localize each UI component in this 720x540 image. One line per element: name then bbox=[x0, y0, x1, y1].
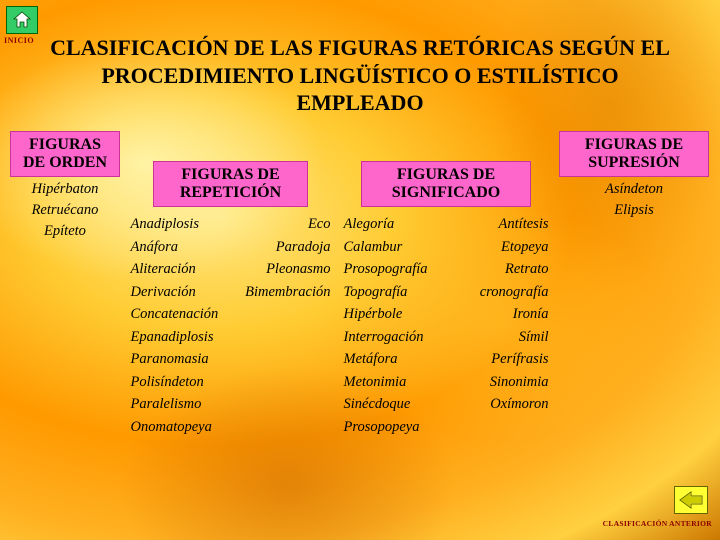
list-row: Prosopografía Retrato bbox=[344, 258, 549, 280]
list-row: Hipérbole Ironía bbox=[344, 303, 549, 325]
figure-term[interactable]: Polisíndeton bbox=[131, 371, 204, 393]
column-repeticion: FIGURAS DE REPETICIÓN AnadiplosisEcoAnáf… bbox=[128, 131, 333, 438]
figure-term[interactable]: Bimembración bbox=[245, 281, 330, 303]
figure-term[interactable]: Paranomasia bbox=[131, 348, 209, 370]
list-row: Metáfora Perífrasis bbox=[344, 348, 549, 370]
home-button[interactable] bbox=[6, 6, 38, 34]
list-row: Epanadiplosis bbox=[131, 326, 331, 348]
figure-term[interactable]: Sinonimia bbox=[490, 371, 549, 393]
figure-term[interactable]: Topografía bbox=[344, 281, 408, 303]
figure-term[interactable]: Epanadiplosis bbox=[131, 326, 214, 348]
figure-term[interactable]: Anadiplosis bbox=[131, 213, 199, 235]
orden-item[interactable]: Retruécano bbox=[32, 202, 99, 219]
figure-term[interactable]: Retrato bbox=[505, 258, 549, 280]
heading-repeticion[interactable]: FIGURAS DE REPETICIÓN bbox=[153, 161, 308, 208]
list-row: Alegoría Antítesis bbox=[344, 213, 549, 235]
list-row: Calambur Etopeya bbox=[344, 236, 549, 258]
significado-list: AlegoríaAntítesisCalamburEtopeyaProsopog… bbox=[344, 213, 549, 438]
figure-term[interactable]: Etopeya bbox=[501, 236, 549, 258]
figure-term[interactable]: Metonimia bbox=[344, 371, 407, 393]
figure-term[interactable]: cronografía bbox=[480, 281, 549, 303]
column-supresion: FIGURAS DE SUPRESIÓN Asíndeton Elipsis bbox=[559, 131, 709, 438]
list-row: Polisíndeton bbox=[131, 371, 331, 393]
list-row: Sinécdoque Oxímoron bbox=[344, 393, 549, 415]
repeticion-list: AnadiplosisEcoAnáforaParadojaAliteración… bbox=[131, 213, 331, 438]
arrow-left-icon bbox=[679, 491, 703, 509]
figure-term[interactable]: Oxímoron bbox=[490, 393, 548, 415]
supresion-item[interactable]: Elipsis bbox=[614, 202, 653, 219]
list-row: Anáfora Paradoja bbox=[131, 236, 331, 258]
figure-term[interactable]: Derivación bbox=[131, 281, 196, 303]
figure-term[interactable]: Paralelismo bbox=[131, 393, 202, 415]
figure-term[interactable]: Antítesis bbox=[499, 213, 549, 235]
figure-term[interactable]: Pleonasmo bbox=[266, 258, 330, 280]
figure-term[interactable]: Aliteración bbox=[131, 258, 196, 280]
list-row: Prosopopeya bbox=[344, 416, 549, 438]
back-button[interactable] bbox=[674, 486, 708, 514]
columns-container: FIGURAS DE ORDEN Hipérbaton Retruécano E… bbox=[0, 125, 720, 438]
page-title: CLASIFICACIÓN DE LAS FIGURAS RETÓRICAS S… bbox=[0, 0, 720, 125]
list-row: Anadiplosis Eco bbox=[131, 213, 331, 235]
figure-term[interactable]: Eco bbox=[308, 213, 331, 235]
figure-term[interactable]: Interrogación bbox=[344, 326, 424, 348]
heading-significado[interactable]: FIGURAS DE SIGNIFICADO bbox=[361, 161, 531, 208]
figure-term[interactable]: Concatenación bbox=[131, 303, 219, 325]
figure-term[interactable]: Prosopografía bbox=[344, 258, 428, 280]
heading-supresion[interactable]: FIGURAS DE SUPRESIÓN bbox=[559, 131, 709, 178]
figure-term[interactable]: Hipérbole bbox=[344, 303, 403, 325]
back-label: CLASIFICACIÓN ANTERIOR bbox=[603, 519, 712, 528]
figure-term[interactable]: Perífrasis bbox=[491, 348, 548, 370]
list-row: Concatenación bbox=[131, 303, 331, 325]
list-row: Topografía cronografía bbox=[344, 281, 549, 303]
supresion-item[interactable]: Asíndeton bbox=[605, 181, 663, 198]
list-row: Onomatopeya bbox=[131, 416, 331, 438]
figure-term[interactable]: Onomatopeya bbox=[131, 416, 212, 438]
home-icon bbox=[12, 11, 32, 29]
heading-orden[interactable]: FIGURAS DE ORDEN bbox=[10, 131, 120, 178]
figure-term[interactable]: Prosopopeya bbox=[344, 416, 420, 438]
figure-term[interactable]: Metáfora bbox=[344, 348, 398, 370]
figure-term[interactable]: Símil bbox=[519, 326, 549, 348]
column-orden: FIGURAS DE ORDEN Hipérbaton Retruécano E… bbox=[10, 131, 120, 438]
list-row: Metonimia Sinonimia bbox=[344, 371, 549, 393]
column-significado: FIGURAS DE SIGNIFICADO Alegoría Antítesis… bbox=[341, 131, 551, 438]
figure-term[interactable]: Sinécdoque bbox=[344, 393, 411, 415]
orden-item[interactable]: Epíteto bbox=[44, 223, 86, 240]
figure-term[interactable]: Alegoría bbox=[344, 213, 395, 235]
list-row: Derivación Bimembración bbox=[131, 281, 331, 303]
list-row: Aliteración Pleonasmo bbox=[131, 258, 331, 280]
figure-term[interactable]: Anáfora bbox=[131, 236, 179, 258]
orden-item[interactable]: Hipérbaton bbox=[32, 181, 99, 198]
figure-term[interactable]: Ironía bbox=[513, 303, 549, 325]
figure-term[interactable]: Paradoja bbox=[276, 236, 331, 258]
list-row: Paranomasia bbox=[131, 348, 331, 370]
list-row: Paralelismo bbox=[131, 393, 331, 415]
home-label: INICIO bbox=[4, 36, 34, 45]
figure-term[interactable]: Calambur bbox=[344, 236, 403, 258]
list-row: Interrogación Símil bbox=[344, 326, 549, 348]
